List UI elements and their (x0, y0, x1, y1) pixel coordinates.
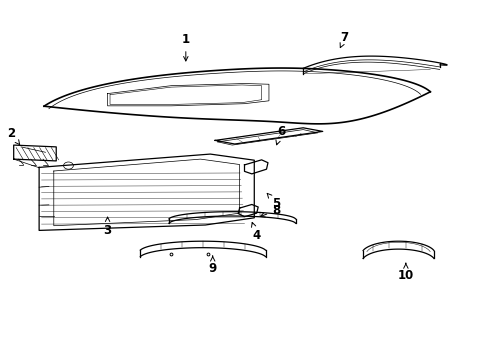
Text: 1: 1 (182, 33, 189, 61)
Text: 4: 4 (251, 222, 260, 242)
Text: 10: 10 (397, 263, 413, 282)
Text: 8: 8 (260, 204, 280, 217)
Text: 5: 5 (266, 193, 280, 210)
Text: 9: 9 (208, 256, 216, 275)
Text: 3: 3 (103, 217, 111, 237)
Text: 7: 7 (340, 31, 348, 48)
Text: 2: 2 (7, 127, 20, 145)
Text: 6: 6 (275, 125, 285, 145)
